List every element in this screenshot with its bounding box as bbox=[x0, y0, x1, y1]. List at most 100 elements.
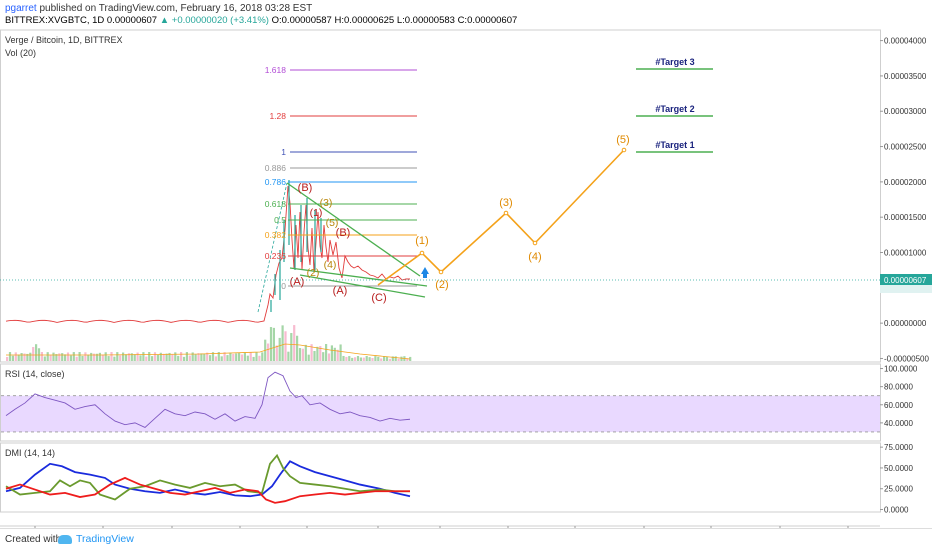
volume-bar bbox=[145, 356, 148, 361]
volume-bar bbox=[336, 349, 339, 361]
wave-label-projection: (4) bbox=[528, 251, 541, 263]
dmi-title: DMI (14, 14) bbox=[5, 448, 55, 458]
wave-label-red: (B) bbox=[336, 227, 351, 239]
volume-bar bbox=[185, 352, 188, 361]
volume-bar bbox=[130, 353, 133, 361]
change-value: +0.00000020 (+3.41%) bbox=[171, 15, 269, 26]
volume-bar bbox=[275, 345, 278, 361]
volume-bar bbox=[116, 352, 119, 361]
author-link[interactable]: pgarret bbox=[5, 3, 37, 14]
last-price-badge-shadow bbox=[880, 285, 932, 293]
volume-bar bbox=[296, 335, 299, 361]
price-line bbox=[5, 185, 410, 323]
volume-bar bbox=[339, 344, 342, 361]
wave-label-projection: (1) bbox=[415, 235, 428, 247]
volume-bar bbox=[249, 352, 252, 361]
volume-bar bbox=[371, 358, 374, 361]
volume-bar bbox=[136, 352, 139, 361]
wave-point bbox=[532, 240, 538, 246]
volume-bar bbox=[8, 352, 12, 361]
volume-bar bbox=[191, 352, 194, 361]
volume-bar bbox=[235, 353, 238, 361]
volume-bar bbox=[49, 355, 52, 361]
rsi-tick-label: 80.0000 bbox=[884, 383, 913, 392]
volume-bar bbox=[374, 356, 377, 361]
volume-bar bbox=[278, 337, 281, 361]
wave-label-red: (C) bbox=[371, 292, 386, 304]
wave-point bbox=[438, 269, 444, 275]
volume-bar bbox=[55, 354, 58, 361]
symbol-label: BITTREX:XVGBTC, 1D bbox=[5, 15, 105, 26]
dmi-panel-frame bbox=[0, 442, 881, 513]
dmi-tick-label: 0.0000 bbox=[884, 506, 909, 515]
volume-bar bbox=[252, 356, 255, 361]
y-tick-label: 0.00004000 bbox=[884, 37, 927, 46]
wave-point bbox=[419, 250, 425, 256]
volume-bar bbox=[211, 352, 215, 361]
dmi-adx-line bbox=[5, 453, 410, 501]
volume-bar bbox=[11, 355, 14, 361]
volume-bar bbox=[394, 356, 397, 361]
volume-bar bbox=[319, 346, 322, 361]
volume-bar bbox=[409, 356, 412, 361]
rsi-tick-label: 60.0000 bbox=[884, 401, 913, 410]
wedge-lower-line-2 bbox=[299, 274, 426, 298]
volume-bar bbox=[293, 325, 296, 361]
ohlc-line: BITTREX:XVGBTC, 1D 0.00000607 ▲ +0.00000… bbox=[5, 15, 517, 26]
volume-bar bbox=[26, 353, 29, 361]
volume-bar bbox=[142, 352, 145, 361]
volume-bar bbox=[298, 348, 302, 361]
publish-info: published on TradingView.com, February 1… bbox=[36, 3, 313, 14]
volume-bar bbox=[174, 352, 177, 361]
ohlc-values: O:0.00000587 H:0.00000625 L:0.00000583 C… bbox=[271, 15, 518, 26]
wave-label-small: (2) bbox=[307, 267, 320, 279]
volume-bar bbox=[84, 352, 87, 361]
volume-bar bbox=[351, 357, 354, 361]
volume-bar bbox=[43, 356, 46, 361]
volume-bar bbox=[124, 354, 128, 361]
volume-bar bbox=[255, 352, 258, 361]
wave-label-red: (A) bbox=[333, 285, 348, 297]
volume-bar bbox=[359, 357, 362, 361]
volume-bar bbox=[406, 358, 409, 361]
fib-level-label: 0.236 bbox=[265, 251, 287, 261]
rsi-line bbox=[5, 371, 411, 428]
dmi-tick-label: 25.0000 bbox=[884, 485, 913, 494]
volume-bar bbox=[122, 352, 125, 361]
volume-bar bbox=[388, 358, 391, 361]
tradingview-brand: TradingView bbox=[76, 533, 134, 545]
dmi-minus-line bbox=[5, 476, 410, 504]
tradingview-link[interactable]: TradingView bbox=[58, 533, 134, 545]
wave-label-small: (1) bbox=[310, 207, 323, 219]
volume-bar bbox=[61, 353, 64, 361]
fib-level-label: 0.786 bbox=[265, 177, 287, 187]
volume-bar bbox=[180, 352, 183, 361]
y-tick-label: 0.00003500 bbox=[884, 72, 927, 81]
volume-bar bbox=[46, 352, 49, 361]
rsi-panel-frame bbox=[0, 363, 881, 442]
volume-bar bbox=[226, 355, 229, 361]
main-chart-title: Verge / Bitcoin, 1D, BITTREX bbox=[5, 35, 123, 45]
volume-bar bbox=[330, 345, 333, 361]
volume-bar bbox=[20, 353, 23, 361]
volume-bar bbox=[209, 355, 212, 361]
wave-label-small: (5) bbox=[326, 217, 339, 229]
target-label: #Target 1 bbox=[655, 140, 694, 150]
wave-label-small: (4) bbox=[324, 259, 337, 271]
volume-bar bbox=[69, 355, 72, 361]
dmi-tick-label: 75.0000 bbox=[884, 443, 913, 452]
volume-bar bbox=[153, 352, 157, 361]
volume-bar bbox=[313, 350, 316, 361]
volume-bar bbox=[304, 344, 307, 361]
volume-bar bbox=[95, 353, 99, 361]
volume-bar bbox=[368, 357, 371, 361]
volume-bar bbox=[385, 356, 389, 361]
volume-bar bbox=[325, 344, 328, 361]
volume-bar bbox=[217, 352, 220, 361]
volume-bar bbox=[40, 352, 43, 361]
volume-bar bbox=[87, 354, 90, 361]
volume-bar bbox=[243, 352, 246, 361]
volume-bar bbox=[159, 352, 162, 361]
volume-bar bbox=[194, 354, 197, 361]
